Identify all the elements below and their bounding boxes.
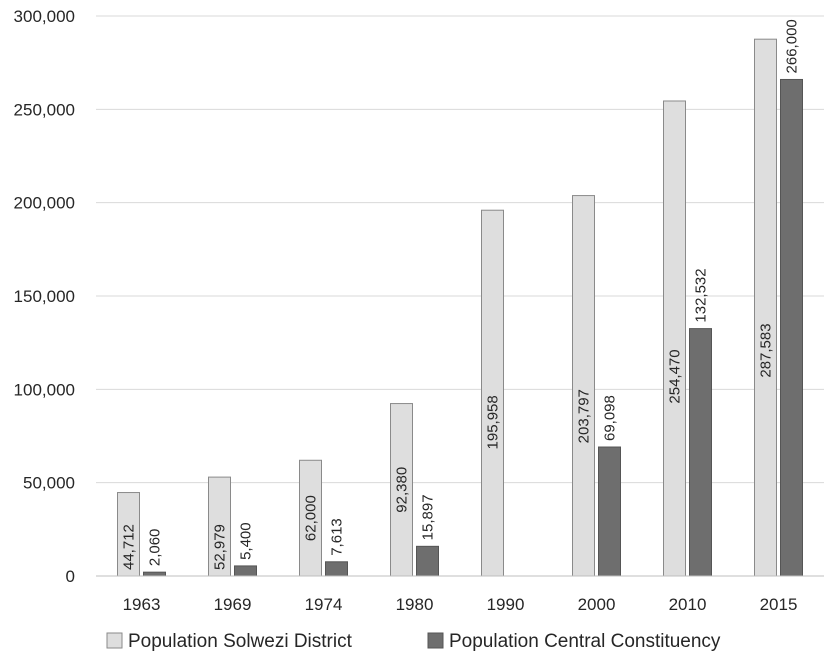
data-label-solwezi-district: 44,712 bbox=[121, 524, 138, 570]
y-tick-label: 200,000 bbox=[14, 194, 75, 213]
data-label-central-constituency: 15,897 bbox=[420, 494, 437, 540]
x-tick-label: 1974 bbox=[305, 595, 343, 614]
legend-swatch-central-constituency bbox=[427, 632, 444, 649]
bar-central-constituency bbox=[234, 565, 257, 577]
y-axis: 0 50,000 100,000 150,000 200,000 250,000 300,0… bbox=[14, 7, 75, 586]
y-tick-label: 300,000 bbox=[14, 7, 75, 26]
bar-central-constituency bbox=[780, 78, 803, 577]
y-tick-label: 50,000 bbox=[23, 474, 75, 493]
legend: Population Solwezi District Population Ce… bbox=[106, 631, 721, 652]
x-tick-label: 2015 bbox=[760, 595, 798, 614]
x-tick-label: 1980 bbox=[396, 595, 434, 614]
data-label-solwezi-district: 62,000 bbox=[303, 495, 320, 541]
bar-central-constituency bbox=[416, 545, 439, 577]
data-label-solwezi-district: 52,979 bbox=[212, 524, 229, 570]
x-tick-label: 2010 bbox=[669, 595, 707, 614]
y-tick-label: 0 bbox=[66, 567, 75, 586]
legend-swatch-solwezi-district bbox=[106, 632, 123, 649]
data-label-central-constituency: 5,400 bbox=[238, 522, 255, 560]
legend-label-central-constituency: Population Central Constituency bbox=[449, 631, 721, 652]
data-label-central-constituency: 266,000 bbox=[784, 19, 801, 73]
data-label-central-constituency: 69,098 bbox=[602, 395, 619, 441]
bar-solwezi-district bbox=[663, 100, 686, 577]
bar-solwezi-district bbox=[754, 38, 777, 577]
data-label-central-constituency: 2,060 bbox=[147, 529, 164, 567]
bar-central-constituency bbox=[325, 561, 348, 577]
data-label-solwezi-district: 92,380 bbox=[394, 467, 411, 513]
bar-central-constituency bbox=[598, 446, 621, 577]
gridlines bbox=[96, 15, 824, 484]
data-label-central-constituency: 132,532 bbox=[693, 268, 710, 322]
x-tick-label: 1963 bbox=[123, 595, 161, 614]
x-tick-label: 2000 bbox=[578, 595, 616, 614]
data-label-central-constituency: 7,613 bbox=[329, 518, 346, 556]
data-label-solwezi-district: 203,797 bbox=[576, 389, 593, 443]
y-tick-label: 150,000 bbox=[14, 287, 75, 306]
x-axis: 1963 1969 1974 1980 1990 2000 2010 2015 bbox=[96, 575, 824, 614]
data-label-solwezi-district: 287,583 bbox=[758, 323, 775, 377]
legend-label-solwezi-district: Population Solwezi District bbox=[128, 631, 353, 652]
bar-central-constituency bbox=[689, 328, 712, 577]
y-tick-label: 100,000 bbox=[14, 380, 75, 399]
y-tick-label: 250,000 bbox=[14, 100, 75, 119]
bars: 44,712 2,060 52,979 5,400 62,000 7,613 92,380 1… bbox=[117, 19, 803, 577]
data-label-solwezi-district: 254,470 bbox=[667, 349, 684, 403]
x-tick-label: 1969 bbox=[214, 595, 252, 614]
bar-central-constituency bbox=[143, 571, 166, 577]
bar-solwezi-district bbox=[481, 209, 504, 577]
x-tick-label: 1990 bbox=[487, 595, 525, 614]
data-label-solwezi-district: 195,958 bbox=[485, 395, 502, 449]
bar-solwezi-district bbox=[572, 195, 595, 577]
